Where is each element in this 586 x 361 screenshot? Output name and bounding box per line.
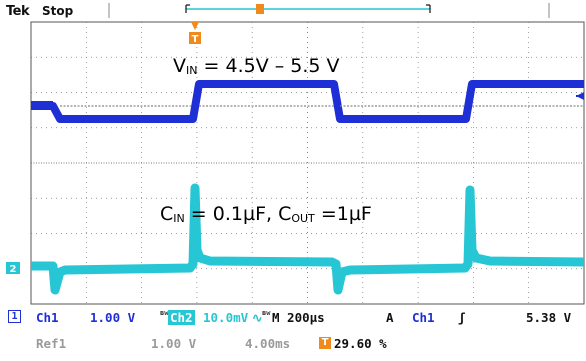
trigger-level[interactable]: 5.38 V [526,310,572,325]
trigger-mode[interactable]: A [386,310,394,325]
ch1-label[interactable]: Ch1 [36,310,59,325]
trigger-source[interactable]: Ch1 [412,310,435,325]
brand-logo: Tek [6,4,30,19]
ch1-trace [31,80,584,123]
ref1-scale: 1.00 V [151,336,197,351]
ch1-box[interactable]: 1 [8,310,21,323]
ch2-ground-marker[interactable]: 2 [6,262,20,275]
trigger-position-marker[interactable]: T [189,22,201,45]
ch2-ground-label: 2 [10,264,17,275]
acquisition-state: Stop [42,4,74,18]
ch2-trace [31,183,585,295]
vin-annotation: VIN = 4.5V – 5.5 V [173,55,340,77]
ch2-coupling-icon: ∿ [252,310,263,325]
bw-limit-ch1: ʙw [160,309,169,317]
record-window-bar[interactable] [185,4,431,14]
ref1-label[interactable]: Ref1 [36,336,67,351]
trigger-slope-icon[interactable]: ʃ [458,310,466,325]
scope-readout: 1 Ch1 1.00 V ʙw Ch2 10.0mV ∿ ʙw M 200µs … [0,304,586,361]
trigger-t-icon: T [319,337,331,349]
arrow-left-icon [576,92,584,100]
ch2-label[interactable]: Ch2 [168,310,195,325]
ref1-time: 4.00ms [245,336,291,351]
capacitor-annotation: CIN = 0.1µF, COUT =1µF [160,203,372,225]
trigger-marker-letter: T [192,34,199,45]
ch1-scale[interactable]: 1.00 V [90,310,136,325]
trigger-position[interactable]: 29.60 % [334,336,387,351]
status-bar: Tek Stop [0,0,586,22]
timebase[interactable]: M 200µs [272,310,325,325]
ch2-scale[interactable]: 10.0mV [203,310,249,325]
bw-limit-ch2: ʙw [262,309,271,317]
